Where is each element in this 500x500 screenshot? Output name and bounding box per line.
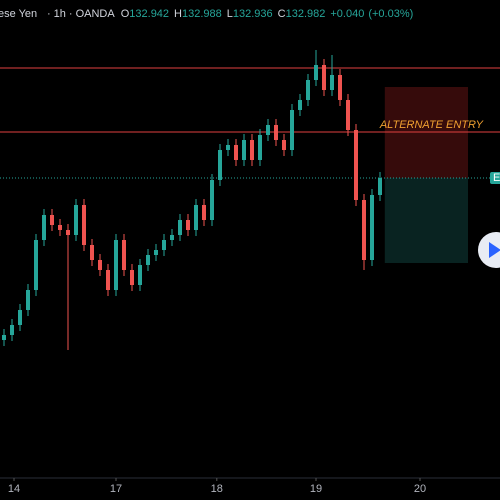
x-tick-label: 14 — [8, 483, 20, 495]
header-change: +0.040 — [330, 8, 364, 20]
candle-body — [330, 75, 334, 90]
target-zone — [384, 178, 468, 263]
candle-body — [218, 150, 222, 180]
ohlc-value: 132.942 — [129, 8, 169, 20]
candle-body — [58, 225, 62, 230]
ohlc-value: 132.936 — [233, 8, 273, 20]
candle-body — [34, 240, 38, 290]
candle-body — [234, 145, 238, 160]
candle-body — [154, 250, 158, 255]
header: · 1h · OANDA O132.942 H132.988 L132.936 C132.98… — [47, 8, 413, 20]
ohlc-value: 132.988 — [182, 8, 222, 20]
price-tag-box — [490, 172, 500, 184]
x-tick-label: 17 — [110, 483, 122, 495]
candle-body — [130, 270, 134, 285]
header-symbol: ese Yen — [0, 8, 37, 20]
candle-body — [202, 205, 206, 220]
candle-body — [314, 65, 318, 80]
candle-body — [290, 110, 294, 150]
x-tick-label: 18 — [211, 483, 223, 495]
separator: · — [47, 8, 51, 20]
candle-body — [306, 80, 310, 100]
candle-body — [354, 130, 358, 200]
price-tag: E — [493, 172, 500, 184]
ohlc-key: H — [174, 8, 182, 20]
candle-body — [138, 265, 142, 285]
play-button[interactable] — [478, 232, 500, 268]
separator: · — [69, 8, 73, 20]
position-label: ALTERNATE ENTRY — [379, 119, 484, 131]
header-interval: 1h — [54, 8, 66, 20]
candle-body — [50, 215, 54, 225]
candle-body — [178, 220, 182, 235]
candle-body — [186, 220, 190, 230]
candle-body — [362, 200, 366, 260]
candle-body — [122, 240, 126, 270]
candle-body — [242, 140, 246, 160]
candle-body — [274, 125, 278, 140]
candle-body — [322, 65, 326, 90]
candle-body — [258, 135, 262, 160]
ohlc-key: O — [121, 8, 130, 20]
candle-body — [378, 178, 382, 195]
ohlc-value: 132.982 — [286, 8, 326, 20]
candle-body — [90, 245, 94, 260]
candle-body — [298, 100, 302, 110]
x-tick-label: 19 — [310, 483, 322, 495]
candle-body — [106, 270, 110, 290]
candle-body — [210, 180, 214, 220]
play-icon[interactable] — [489, 242, 500, 258]
candle-body — [250, 140, 254, 160]
candle-body — [194, 205, 198, 230]
candle-body — [74, 205, 78, 235]
header-change-pct: (+0.03%) — [368, 8, 413, 20]
candle-body — [82, 205, 86, 245]
ohlc-key: C — [278, 8, 286, 20]
candle-body — [114, 240, 118, 290]
candle-body — [162, 240, 166, 250]
candle-body — [2, 335, 6, 340]
candle-body — [282, 140, 286, 150]
candle-body — [18, 310, 22, 325]
header-source: OANDA — [76, 8, 116, 20]
x-tick-label: 20 — [414, 483, 426, 495]
candle-body — [26, 290, 30, 310]
candle-body — [338, 75, 342, 100]
candle-body — [66, 230, 70, 235]
candle-body — [266, 125, 270, 135]
candle-body — [98, 260, 102, 270]
candle-body — [170, 235, 174, 240]
ohlc-key: L — [227, 8, 233, 20]
candle-body — [42, 215, 46, 240]
candle-body — [226, 145, 230, 150]
candle-body — [146, 255, 150, 265]
candle-body — [370, 195, 374, 260]
candle-body — [10, 325, 14, 335]
candle-body — [346, 100, 350, 130]
